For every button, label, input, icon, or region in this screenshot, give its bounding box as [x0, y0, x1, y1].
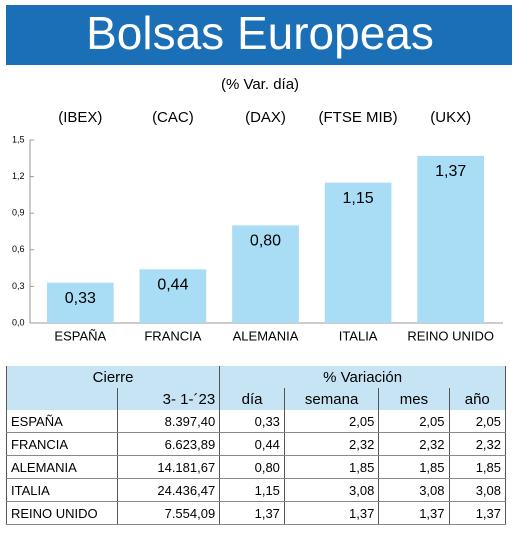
x-tick-label: FRANCIA — [144, 328, 201, 343]
table-cell: 1,37 — [219, 501, 285, 525]
bar — [139, 269, 207, 323]
table-cell: 3,08 — [448, 478, 507, 502]
bar — [417, 155, 485, 323]
ticker-label: (FTSE MIB) — [319, 109, 398, 126]
bar — [46, 282, 114, 323]
value-label: 1,15 — [343, 190, 374, 207]
y-tick-label: 0,0 — [12, 317, 25, 327]
table-cell: 8.397,40 — [117, 410, 221, 433]
table-cell: 0,33 — [219, 410, 285, 433]
table-cell: 1,85 — [378, 455, 450, 479]
table-cell: mes — [378, 388, 450, 410]
table-cell: ALEMANIA — [5, 455, 119, 479]
table-cell: semana — [283, 388, 380, 410]
table-cell: 0,44 — [219, 432, 285, 456]
table-cell: 2,32 — [378, 432, 450, 456]
y-tick-label: 0,3 — [12, 281, 25, 291]
table-cell: 3- 1-´23 — [117, 388, 221, 410]
table-cell: 6.623,89 — [117, 432, 221, 456]
table-cell: 2,05 — [448, 410, 507, 433]
table-cell: día — [219, 388, 285, 410]
table-cell: 2,32 — [283, 432, 380, 456]
x-tick-label: ITALIA — [339, 328, 378, 343]
table-cell: 7.554,09 — [117, 501, 221, 525]
chart-title: Bolsas Europeas — [86, 7, 434, 59]
bar — [232, 225, 299, 323]
x-tick-label: ALEMANIA — [233, 328, 299, 343]
y-tick-label: 0,6 — [12, 244, 25, 254]
table-row: ESPAÑA 8.397,40 0,33 2,05 2,05 2,05 — [5, 410, 507, 433]
table-cell: 1,15 — [219, 478, 285, 502]
table-cell: 0,80 — [219, 455, 285, 479]
table-cell: 1,37 — [378, 501, 450, 525]
table-cell: 2,05 — [378, 410, 450, 433]
ticker-label: (DAX) — [245, 109, 286, 126]
x-tick-label: REINO UNIDO — [407, 328, 494, 343]
chart-subtitle: (% Var. día) — [221, 76, 299, 93]
table-row: FRANCIA 6.623,89 0,44 2,32 2,32 2,32 — [5, 432, 507, 456]
table-cell: FRANCIA — [5, 432, 119, 456]
table-cell: ITALIA — [5, 478, 119, 502]
chart: Bolsas Europeas (% Var. día) 0,0 0,3 0,6 0,… — [6, 5, 512, 343]
table-cell: 24.436,47 — [117, 478, 221, 502]
y-tick-label: 1,2 — [12, 171, 25, 181]
table-cell: 14.181,67 — [117, 455, 221, 479]
table-cell: 1,85 — [448, 455, 507, 479]
table-cell: 3,08 — [283, 478, 380, 502]
bar — [324, 182, 392, 323]
table-cell: 2,32 — [448, 432, 507, 456]
table-header: Cierre — [5, 366, 221, 388]
ticker-label: (CAC) — [152, 109, 194, 126]
table-cell: 1,85 — [283, 455, 380, 479]
table-cell: ESPAÑA — [5, 410, 119, 433]
table-cell: 1,37 — [283, 501, 380, 525]
table-cell: 1,37 — [448, 501, 507, 525]
table-header: % Variación — [219, 366, 506, 388]
table-row: ITALIA 24.436,47 1,15 3,08 3,08 3,08 — [5, 478, 507, 502]
ticker-label: (UKX) — [430, 109, 471, 126]
table-cell: 2,05 — [283, 410, 380, 433]
value-label: 0,44 — [157, 277, 188, 294]
table-cell: 3,08 — [378, 478, 450, 502]
table-cell: año — [448, 388, 507, 410]
data-table: Cierre% Variación 3- 1-´23 día semana mes añ… — [5, 366, 507, 525]
table-row: REINO UNIDO 7.554,09 1,37 1,37 1,37 1,37 — [5, 501, 507, 525]
value-label: 1,37 — [435, 163, 466, 180]
value-label: 0,80 — [250, 233, 281, 250]
ticker-label: (IBEX) — [58, 109, 102, 126]
title-banner — [6, 5, 512, 65]
y-tick-label: 1,5 — [12, 134, 25, 144]
table-row: ALEMANIA 14.181,67 0,80 1,85 1,85 1,85 — [5, 455, 507, 479]
y-tick-label: 0,9 — [12, 208, 25, 218]
x-tick-label: ESPAÑA — [54, 328, 106, 343]
table-cell: REINO UNIDO — [5, 501, 119, 525]
value-label: 0,33 — [65, 290, 96, 307]
